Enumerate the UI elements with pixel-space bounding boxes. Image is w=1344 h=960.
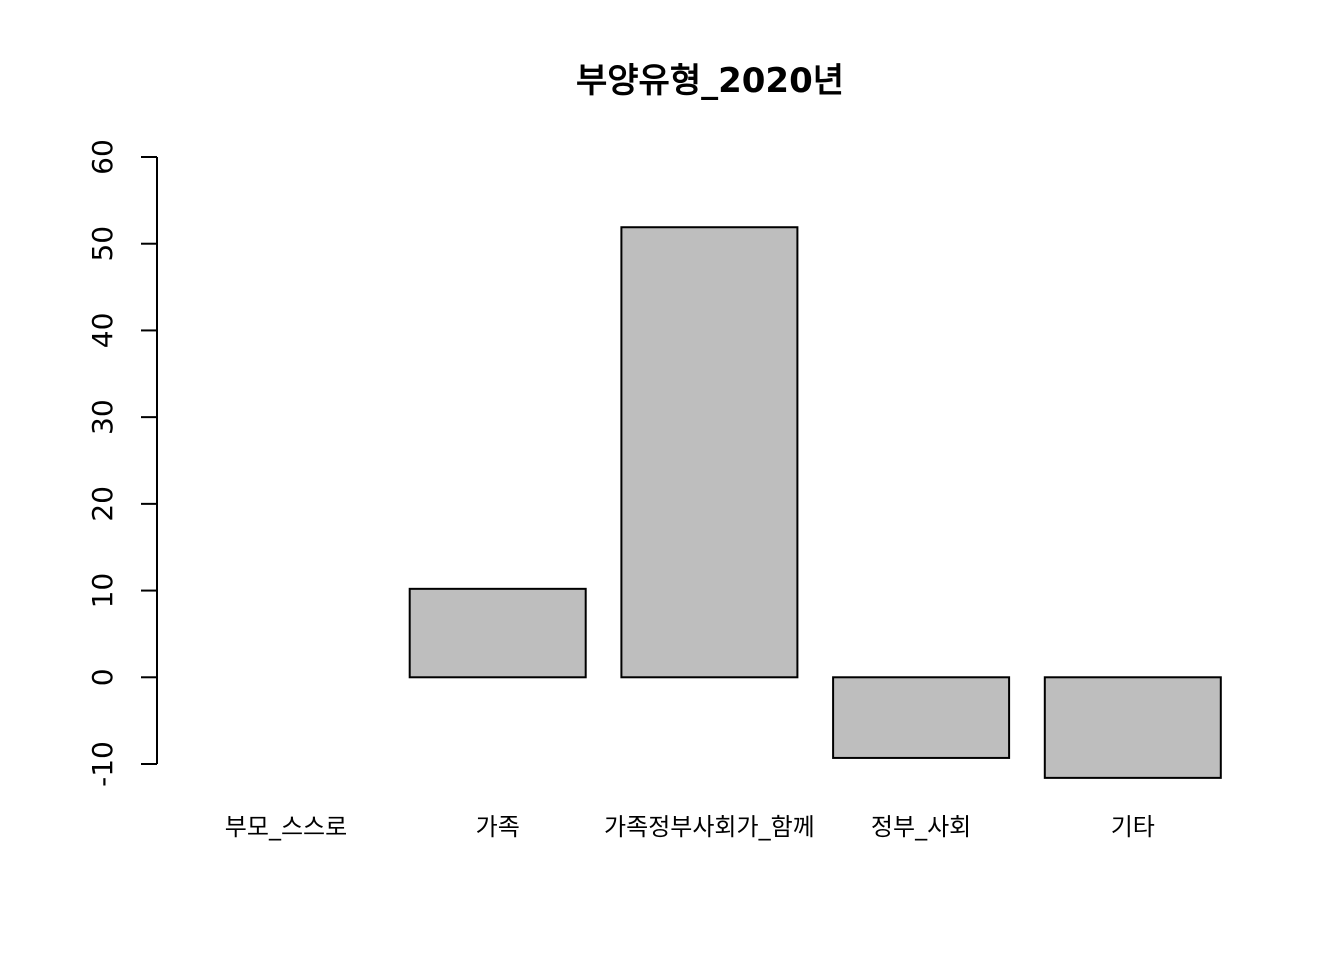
x-category-label: 기타 <box>1111 813 1155 841</box>
y-tick-label: 40 <box>86 313 119 349</box>
x-category-label: 가족 <box>476 813 520 841</box>
bars <box>408 226 1222 779</box>
y-tick-label: 60 <box>86 139 119 175</box>
y-tick-label: 30 <box>86 399 119 435</box>
chart-title: 부양유형_2020년 <box>576 61 844 101</box>
y-tick-label: 10 <box>86 573 119 609</box>
y-axis: -10 0 10 20 30 40 50 60 <box>86 139 158 787</box>
bar <box>408 587 587 679</box>
bar <box>620 226 799 679</box>
y-tick-label: 50 <box>86 226 119 262</box>
y-tick-label: 0 <box>86 668 119 686</box>
x-category-label: 가족정부사회가_함께 <box>604 813 815 841</box>
y-tick-label: -10 <box>86 741 119 787</box>
bar <box>1043 676 1222 779</box>
x-category-label: 부모_스스로 <box>225 813 347 841</box>
x-axis-labels: 부모_스스로 가족 가족정부사회가_함께 정부_사회 기타 <box>225 813 1155 841</box>
bar <box>832 676 1011 759</box>
y-tick-label: 20 <box>86 486 119 522</box>
x-category-label: 정부_사회 <box>871 813 971 841</box>
